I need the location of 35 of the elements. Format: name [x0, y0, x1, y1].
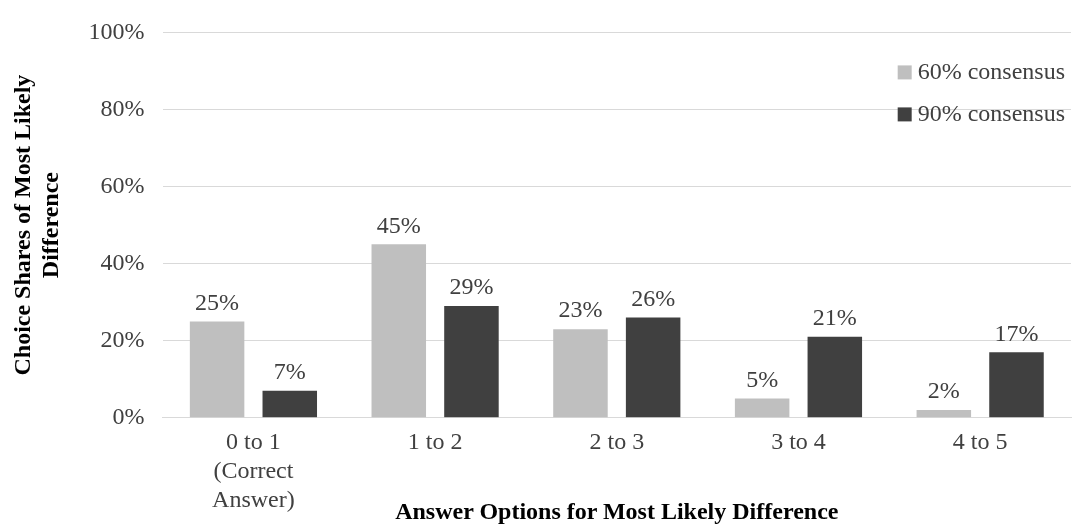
x-tick-label: 1 to 2	[407, 428, 463, 455]
legend-label: 90% consensus	[917, 99, 1066, 126]
bar	[262, 390, 318, 418]
data-label: 21%	[812, 304, 857, 331]
data-label: 25%	[195, 288, 240, 315]
data-label: 29%	[449, 273, 494, 300]
bar	[444, 306, 499, 418]
y-tick-label: 20%	[100, 326, 145, 353]
data-label: 2%	[927, 377, 960, 404]
y-tick-label: 40%	[100, 248, 145, 275]
bar	[734, 398, 790, 418]
x-axis-title: Answer Options for Most Likely Difference	[395, 497, 839, 524]
bar	[916, 410, 972, 418]
data-label: 45%	[376, 211, 421, 238]
data-label: 17%	[994, 319, 1039, 346]
bar	[371, 244, 427, 418]
bar	[189, 321, 245, 418]
x-tick-label: 2 to 3	[589, 428, 645, 455]
y-axis-title: Choice Shares of Most Likely Difference	[8, 74, 64, 376]
data-label: 26%	[631, 284, 676, 311]
bar	[625, 317, 681, 418]
data-label: 7%	[273, 358, 306, 385]
y-tick-label: 100%	[88, 17, 145, 44]
x-tick-label: 4 to 5	[952, 428, 1008, 455]
x-tick-label: 0 to 1 (Correct Answer)	[212, 428, 295, 513]
bar	[989, 352, 1044, 418]
data-label: 23%	[558, 296, 603, 323]
y-tick-label: 60%	[100, 171, 145, 198]
bar	[553, 329, 608, 418]
y-tick-label: 0%	[112, 403, 145, 430]
bar	[807, 336, 863, 418]
y-tick-label: 80%	[100, 94, 145, 121]
x-tick-label: 3 to 4	[771, 428, 826, 455]
legend-label: 60% consensus	[917, 57, 1066, 84]
data-label: 5%	[746, 365, 779, 392]
